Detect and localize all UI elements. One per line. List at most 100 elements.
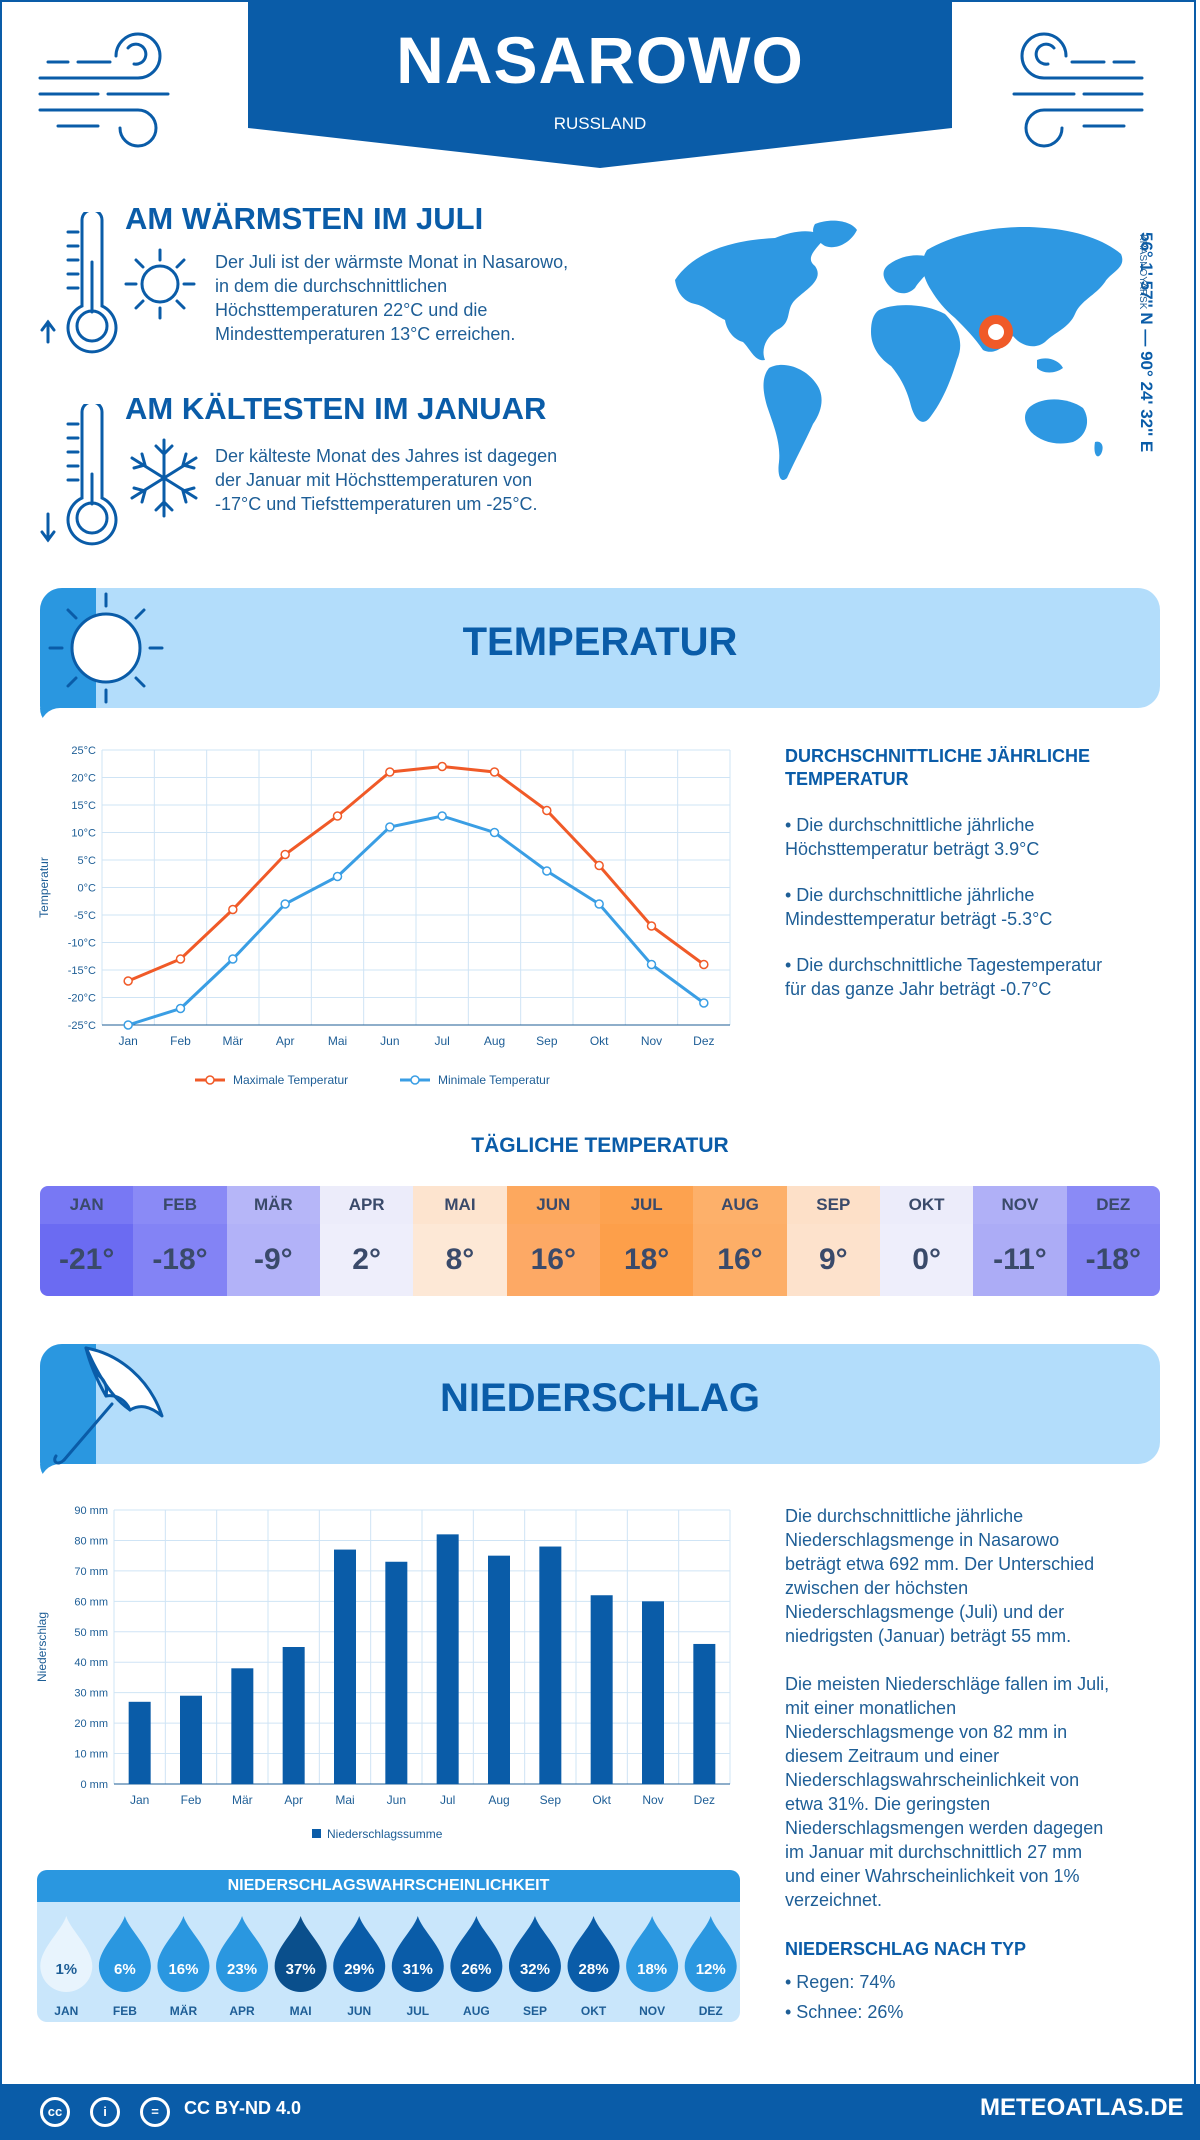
raindrop-icon [626, 1916, 679, 1992]
y-tick-label: 20 mm [74, 1718, 108, 1730]
series-line [127, 814, 705, 1027]
country-label: RUSSLAND [553, 114, 647, 133]
x-tick-label: Nov [641, 1034, 662, 1048]
probability-value: 29% [344, 1961, 374, 1978]
probability-value: 23% [227, 1961, 257, 1978]
x-tick-label: Dez [693, 1034, 714, 1048]
probability-month: MAI [290, 2004, 312, 2018]
daily-temp-column: JAN -21° [40, 1186, 134, 1296]
daily-temp-value: -21° [40, 1224, 134, 1296]
daily-temp-column: DEZ -18° [1066, 1186, 1160, 1296]
y-tick-label: -5°C [74, 910, 96, 922]
y-tick-label: 5°C [78, 855, 97, 867]
city-title: NASAROWO [396, 23, 804, 97]
bar [334, 1549, 356, 1784]
greenland-shape [813, 220, 857, 248]
bar [436, 1534, 459, 1784]
site-link[interactable]: METEOATLAS.DE [980, 2094, 1184, 2121]
text-line: etwa 31%. Die geringsten [785, 1794, 991, 1814]
probability-month: DEZ [699, 2004, 723, 2018]
x-tick-label: Jun [387, 1793, 406, 1807]
daily-temp-month: JUL [599, 1186, 694, 1224]
probability-month: OKT [581, 2004, 607, 2018]
data-point [437, 761, 447, 772]
bar [231, 1668, 254, 1784]
probability-value: 37% [286, 1961, 316, 1978]
warmest-title: AM WÄRMSTEN IM JULI [125, 201, 484, 236]
thermometer-cold-icon [40, 404, 118, 546]
y-tick-label: 90 mm [74, 1505, 108, 1517]
daily-temp-value: 16° [506, 1224, 600, 1296]
warmest-line: in dem die durchschnittlichen [215, 276, 448, 296]
text-line: beträgt etwa 692 mm. Der Unterschied [785, 1554, 1095, 1574]
bar [590, 1595, 613, 1784]
x-tick-label: Mai [328, 1034, 347, 1048]
data-point [489, 827, 500, 838]
coldest-title: AM KÄLTESTEN IM JANUAR [125, 391, 547, 426]
coldest-line: der Januar mit Höchsttemperaturen von [215, 470, 533, 490]
y-tick-label: -20°C [68, 993, 96, 1005]
bar [180, 1695, 202, 1784]
text-line: Niederschlagsmenge in Nasarowo [785, 1530, 1060, 1550]
y-tick-label: -10°C [68, 938, 96, 950]
daily-temp-column: JUN 16° [506, 1186, 600, 1296]
y-tick-label: 60 mm [74, 1596, 108, 1608]
asia-shape [922, 226, 1123, 352]
australia-shape [1025, 399, 1088, 444]
bullet-line: Höchsttemperatur beträgt 3.9°C [785, 839, 1040, 859]
probability-value: 12% [696, 1961, 726, 1978]
x-tick-label: Jan [130, 1793, 149, 1807]
raindrop-icon [450, 1916, 503, 1993]
y-tick-label: -15°C [68, 965, 96, 977]
precip-type-title: NIEDERSCHLAG NACH TYP [785, 1939, 1027, 1959]
probability-value: 16% [168, 1961, 198, 1978]
precip-type-rain: • Regen: 74% [785, 1972, 896, 1992]
data-point [228, 954, 238, 964]
bullet-line: • Die durchschnittliche Tagestemperatur [785, 955, 1103, 975]
probability-month: AUG [463, 2004, 490, 2018]
probability-value: 18% [637, 1961, 667, 1978]
text-line: zwischen der höchsten [785, 1578, 969, 1598]
legend-swatch [312, 1829, 321, 1838]
y-axis-label: Temperatur [37, 857, 51, 918]
text-line: verzeichnet. [785, 1890, 883, 1910]
umbrella-icon [53, 1346, 164, 1465]
probability-value: 26% [461, 1961, 491, 1978]
bar [282, 1647, 305, 1784]
x-tick-label: Jul [440, 1793, 455, 1807]
bar [693, 1643, 716, 1784]
license-label: CC BY-ND 4.0 [184, 2098, 302, 2118]
bullet-line: • Die durchschnittliche jährliche [785, 885, 1035, 905]
daily-temp-month: MAI [413, 1186, 507, 1224]
daily-temp-column: MÄR -9° [226, 1186, 320, 1296]
data-point [228, 904, 238, 915]
data-point [542, 805, 552, 816]
x-tick-label: Mär [232, 1793, 253, 1807]
raindrop-icon [98, 1916, 151, 1992]
daily-temp-month: JUN [506, 1186, 600, 1224]
daily-temp-value: -18° [133, 1224, 227, 1296]
warmest-line: Der Juli ist der wärmste Monat in Nasaro… [215, 252, 569, 272]
data-point [646, 921, 657, 931]
daily-temp-column: NOV -11° [973, 1186, 1067, 1296]
bar [642, 1601, 664, 1784]
europe-shape [883, 255, 935, 294]
raindrop-icon [567, 1916, 620, 1992]
probability-month: JUL [406, 2004, 429, 2018]
daily-temp-column: SEP 9° [786, 1186, 880, 1296]
sun-banner-icon [48, 592, 164, 704]
raindrop-icon [216, 1916, 269, 1993]
precip-probability-drops: 1% JAN 6% FEB 16% MÄR 23% APR 37% MAI 29% JUN 31% JUL… [40, 1916, 737, 2018]
precipitation-banner-corner [40, 1344, 96, 1484]
daily-temp-month: MÄR [226, 1186, 320, 1224]
banner-cut [40, 708, 1160, 728]
coldest-text: Der kälteste Monat des Jahres ist dagege… [215, 444, 615, 516]
text-line: diesem Zeitraum und einer [785, 1746, 1000, 1766]
cc-icon: cc [40, 2097, 70, 2127]
text-line: mit einer monatlichen [785, 1698, 957, 1718]
probability-month: JAN [54, 2004, 78, 2018]
temperature-title: TEMPERATUR [462, 620, 738, 664]
daily-temp-table: JAN -21° FEB -18° MÄR -9° APR 2° MAI 8° JUN 16° JUL 1… [40, 1186, 1160, 1296]
sun-icon [124, 248, 196, 320]
data-point [594, 860, 604, 871]
